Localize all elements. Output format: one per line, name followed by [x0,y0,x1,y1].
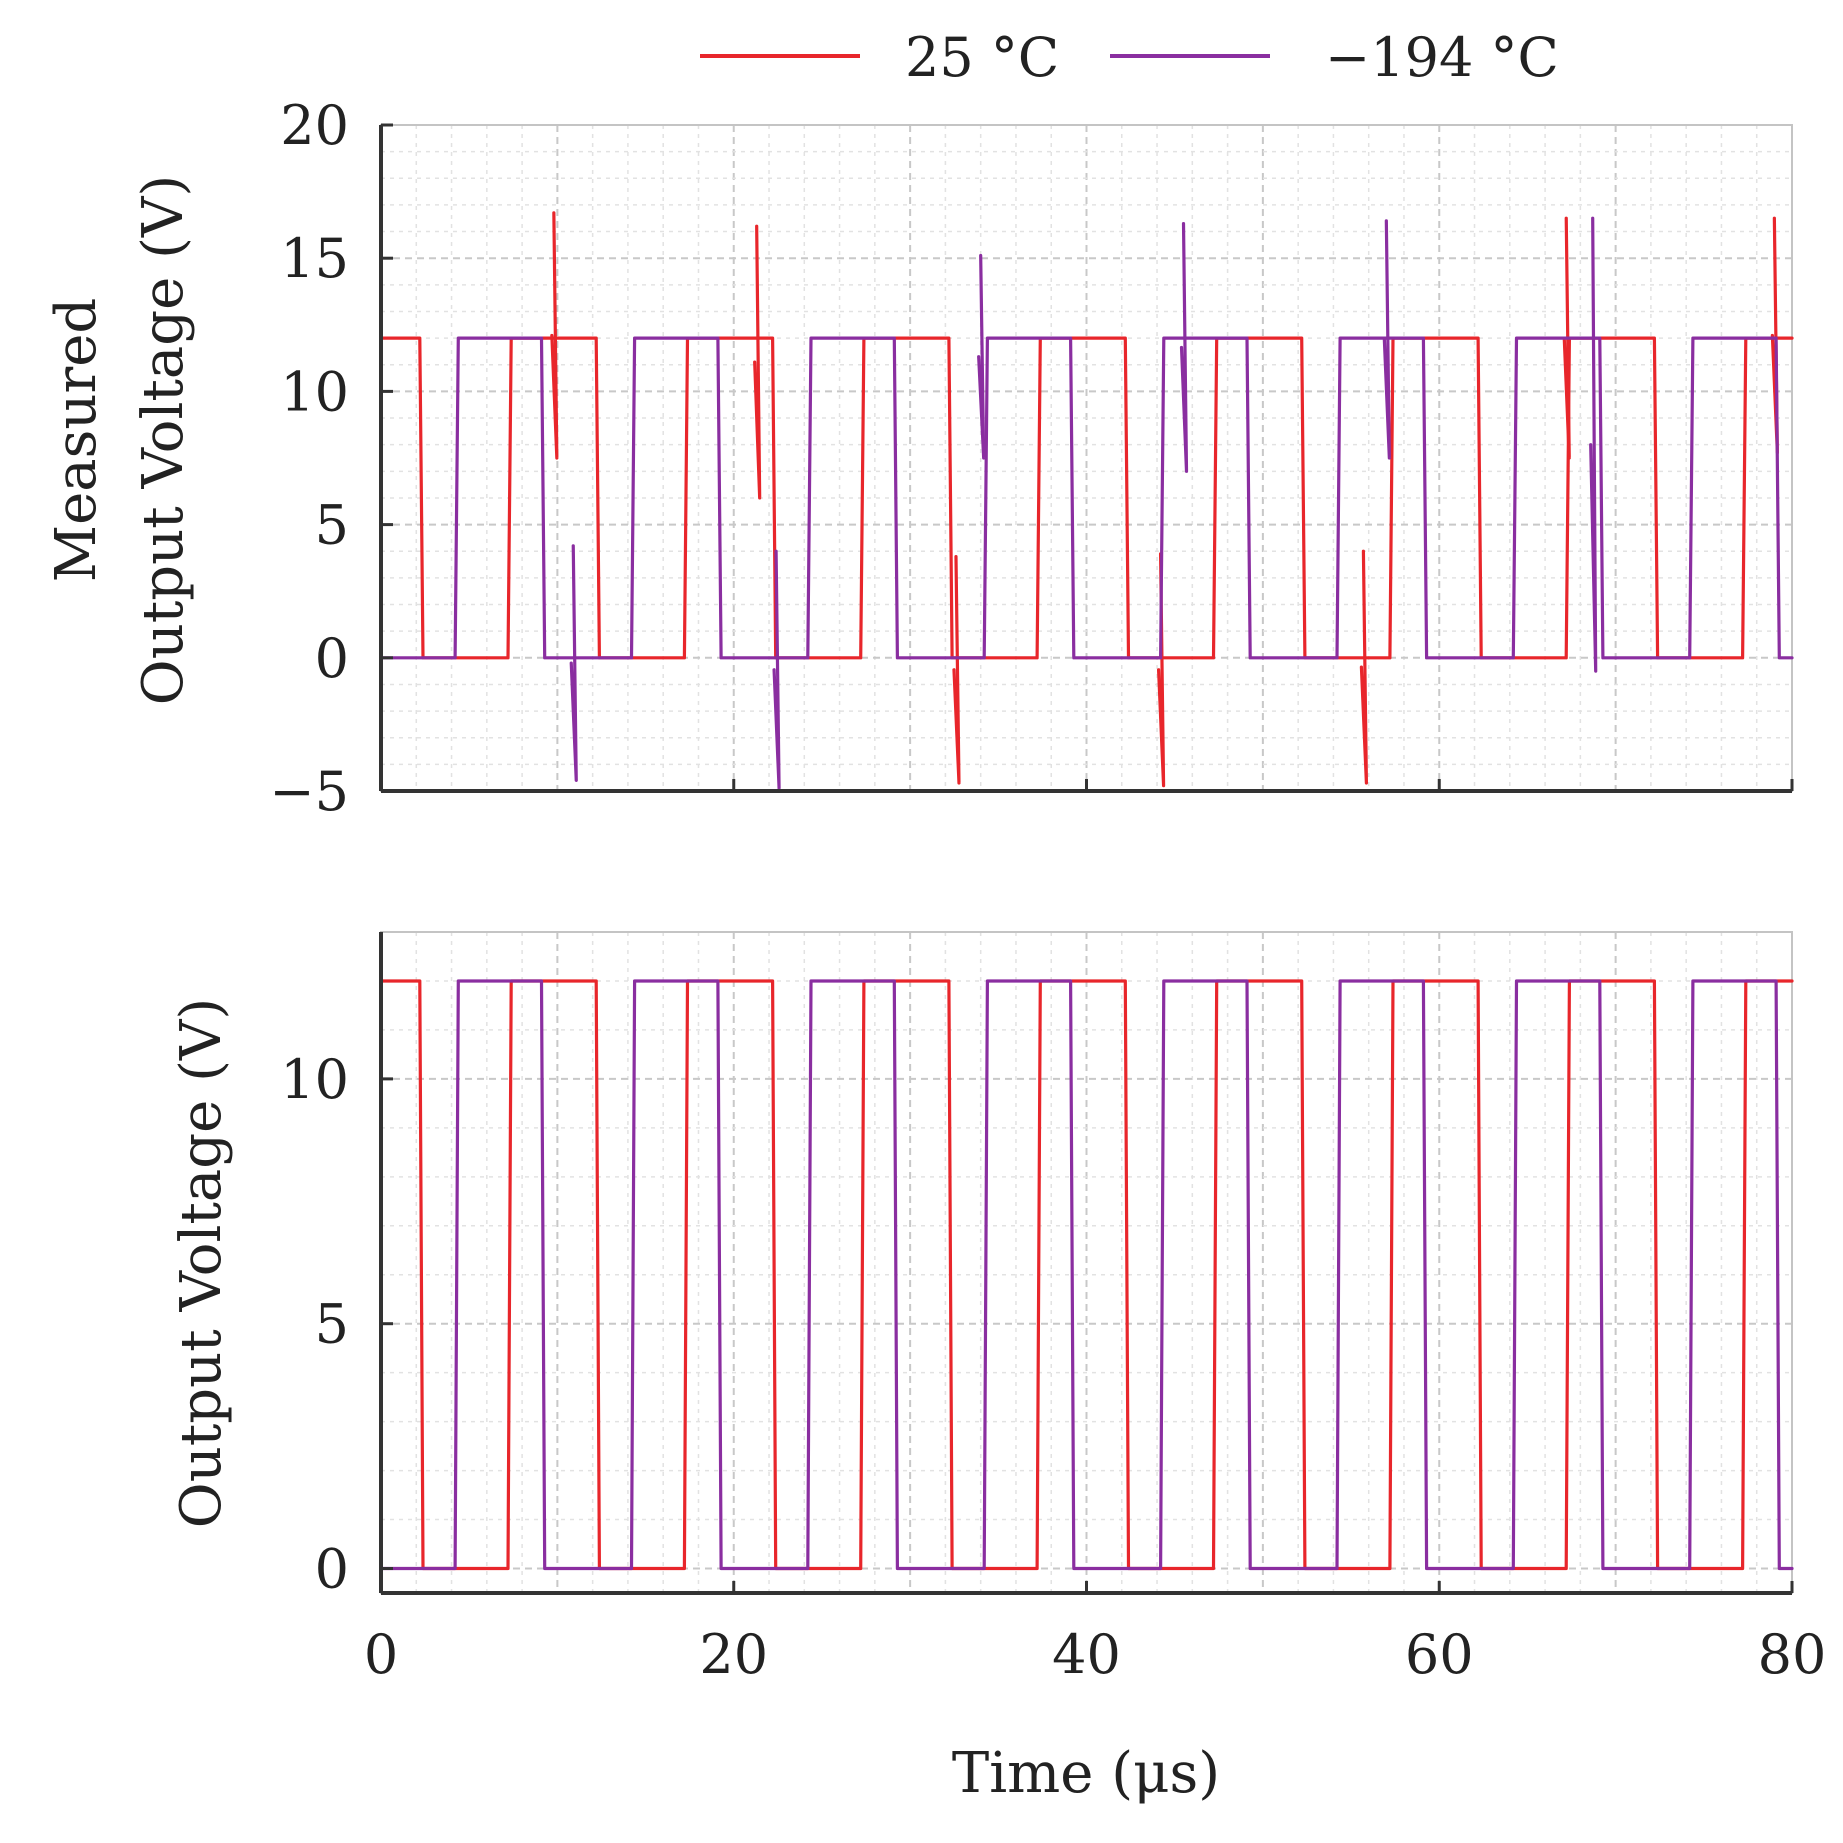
y-tick-label: 5 [315,1293,349,1356]
top-y-axis-title-line2: Output Voltage (V) [131,175,196,705]
y-tick-label: 15 [280,227,349,290]
y-tick-label: 5 [315,494,349,557]
series-line-minus194c [379,336,1794,660]
y-tick-label: 20 [280,94,349,157]
series-line-25c [379,336,1794,660]
series-spike [753,224,762,500]
bottom-series-group [379,979,1794,1571]
series-spike [772,549,781,790]
series-spike [569,544,578,782]
x-axis-title: Time (μs) [952,1741,1220,1806]
series-line-minus194c [379,979,1794,1571]
series-spike [1382,219,1391,460]
series-spike [977,253,986,460]
bottom-x-tick-labels: 0 20 40 60 80 [364,1623,1827,1686]
bottom-axes [379,932,1794,1595]
x-tick-label: 0 [364,1623,398,1686]
top-series-group [379,211,1794,790]
series-spike [1562,216,1571,460]
bottom-y-axis-title: Output Voltage (V) [169,998,234,1528]
top-grid [380,124,1793,792]
y-tick-label: 0 [315,627,349,690]
series-spike [952,554,961,785]
y-tick-label: 0 [315,1538,349,1601]
y-tick-label: 10 [280,1048,349,1111]
series-spike [550,211,559,460]
legend: 25 °C −194 °C [700,26,1559,89]
bottom-y-tick-labels: 0 5 10 [280,1048,349,1601]
top-y-axis-title-line1: Measured [44,298,109,582]
x-tick-label: 60 [1405,1623,1474,1686]
y-tick-label: −5 [269,760,349,823]
bottom-grid [380,931,1793,1593]
series-spike [1589,216,1598,673]
top-panel: −5 0 5 10 15 20 Measured Output Voltage (V) [44,94,1794,823]
legend-label-25c: 25 °C [905,26,1059,89]
bottom-panel: 0 5 10 0 20 40 60 80 Output Voltage (V) Time (… [169,931,1827,1806]
top-y-tick-labels: −5 0 5 10 15 20 [269,94,349,823]
y-tick-label: 10 [280,360,349,423]
x-tick-label: 20 [699,1623,768,1686]
series-line-25c [379,979,1794,1571]
series-spike [1359,549,1369,785]
top-axes [379,123,1794,793]
legend-label-minus194c: −194 °C [1325,26,1559,89]
x-tick-label: 40 [1052,1623,1121,1686]
x-tick-label: 80 [1758,1623,1827,1686]
series-spike [1179,221,1189,473]
